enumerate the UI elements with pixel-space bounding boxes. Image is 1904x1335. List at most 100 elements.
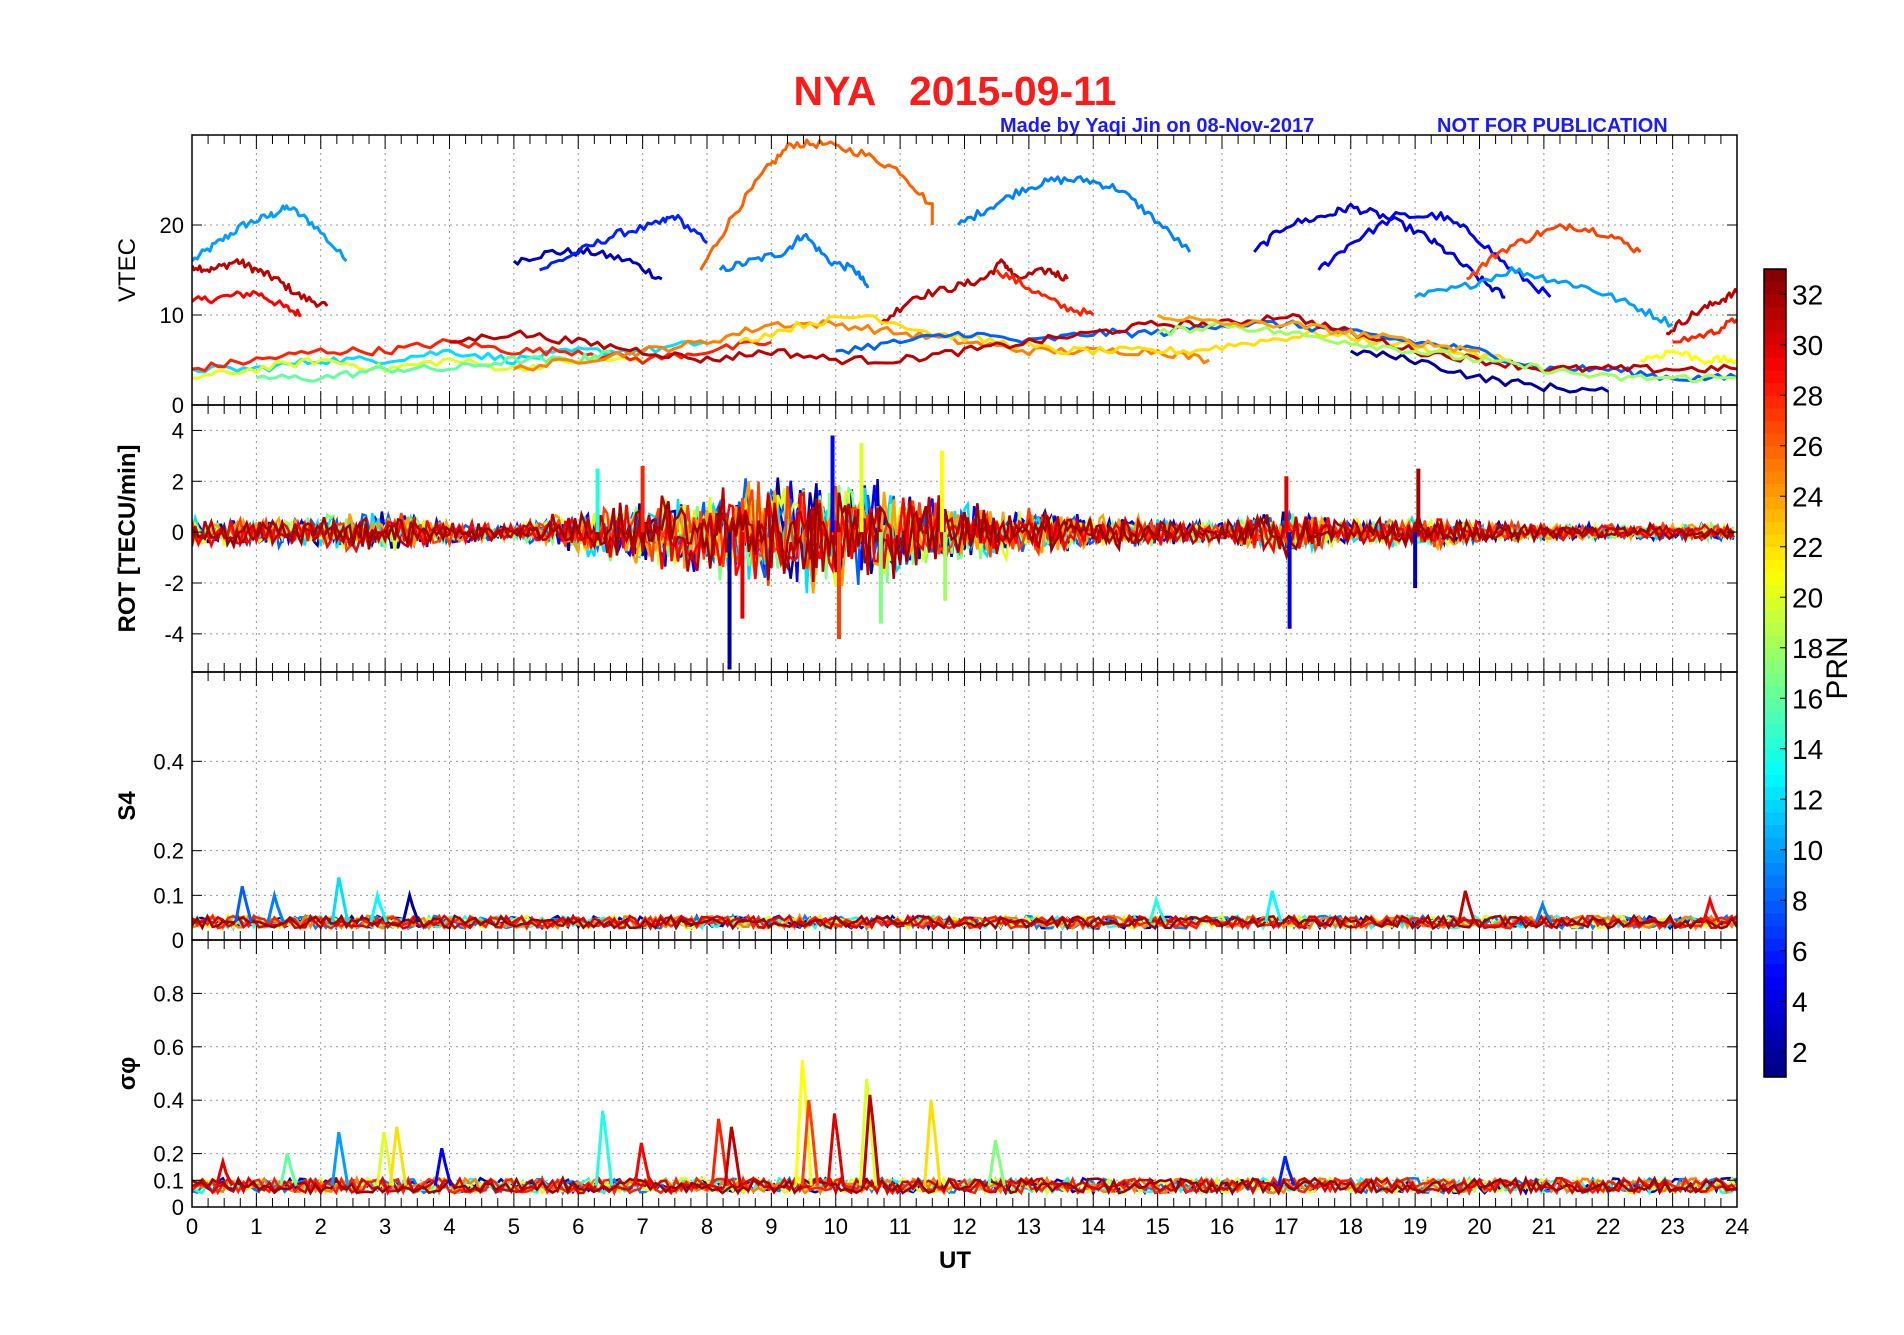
colorbar-swatch <box>1764 306 1786 321</box>
data-spike <box>401 889 421 923</box>
colorbar-tick-label: 32 <box>1792 279 1823 310</box>
series-line <box>192 492 1735 582</box>
colorbar-swatch <box>1764 748 1786 762</box>
x-tick-label: 12 <box>952 1214 976 1239</box>
data-spike <box>633 1142 652 1186</box>
y-tick-label: 0.6 <box>153 1035 184 1060</box>
series-line <box>956 175 1192 253</box>
series-line <box>1466 223 1642 281</box>
series-line <box>879 258 1069 325</box>
colorbar-swatch <box>1764 938 1786 952</box>
y-axis-label-sigma_phi: σφ <box>114 1057 141 1091</box>
y-tick-label: 0 <box>172 928 184 953</box>
colorbar-swatch <box>1764 584 1786 598</box>
x-tick-label: 20 <box>1467 1214 1491 1239</box>
colorbar-swatch <box>1764 559 1786 573</box>
colorbar-swatch <box>1764 900 1786 914</box>
x-axis-label: UT <box>939 1247 971 1274</box>
x-ticks <box>191 940 1738 1208</box>
colorbar-swatch <box>1764 382 1786 396</box>
series-line <box>835 319 1737 383</box>
colorbar-swatch <box>1764 483 1786 497</box>
data-spike <box>723 1126 742 1186</box>
colorbar-swatch <box>1764 875 1786 889</box>
y-tick-label: 0.4 <box>153 749 184 774</box>
series-line <box>539 213 709 272</box>
data-spike <box>279 1153 298 1187</box>
x-tick-label: 10 <box>824 1214 848 1239</box>
colorbar-tick-label: 22 <box>1792 532 1823 563</box>
colorbar-tick-label: 8 <box>1792 885 1808 916</box>
y-tick-label: 0.8 <box>153 981 184 1006</box>
colorbar-tick-label: 26 <box>1792 431 1823 462</box>
colorbar-tick-label: 16 <box>1792 683 1823 714</box>
data-spike <box>710 1118 730 1186</box>
data-spike <box>826 1113 845 1186</box>
colorbar-swatch <box>1764 332 1786 346</box>
series-line <box>1156 313 1480 353</box>
colorbar-swatch <box>1764 837 1786 851</box>
series-line <box>718 232 870 289</box>
data-vtec <box>192 138 1737 394</box>
x-tick-label: 13 <box>1017 1214 1041 1239</box>
x-tick-label: 8 <box>701 1214 713 1239</box>
colorbar-swatch <box>1764 660 1786 674</box>
colorbar-swatch <box>1764 849 1786 863</box>
data-spike <box>330 877 350 923</box>
x-tick-label: 6 <box>572 1214 584 1239</box>
colorbar-tick-label: 10 <box>1792 835 1823 866</box>
y-tick-label: -2 <box>164 571 184 596</box>
series-line <box>192 913 1737 931</box>
series-line <box>512 246 663 281</box>
colorbar-tick-label: 20 <box>1792 582 1823 613</box>
series-line <box>1156 321 1737 384</box>
x-tick-label: 16 <box>1210 1214 1234 1239</box>
colorbar-swatch <box>1764 370 1786 384</box>
chart-title: NYA 2015-09-11 <box>794 68 1117 114</box>
panel-rot: -4 -2 0 2 4 ROT [TECU/min] <box>114 404 1738 673</box>
series-line <box>699 138 934 271</box>
y-tick-label: 10 <box>160 303 184 328</box>
colorbar-swatch <box>1764 546 1786 560</box>
colorbar-swatch <box>1764 1013 1786 1028</box>
data-spike <box>234 886 253 923</box>
x-ticks <box>191 135 1738 406</box>
colorbar-swatch <box>1764 723 1786 737</box>
series-line <box>192 290 302 317</box>
colorbar-swatch <box>1764 496 1786 510</box>
colorbar-swatch <box>1764 445 1786 459</box>
x-tick-label: 23 <box>1660 1214 1684 1239</box>
colorbar-tick-label: 6 <box>1792 936 1808 967</box>
data-spike <box>800 1100 820 1186</box>
x-tick-label: 5 <box>508 1214 520 1239</box>
y-axis-label-rot: ROT [TECU/min] <box>114 445 141 633</box>
series-line <box>513 319 1210 372</box>
grid-s4 <box>192 672 1737 940</box>
series-line <box>1665 288 1737 336</box>
colorbar-swatch <box>1764 950 1786 964</box>
colorbar-swatch <box>1764 319 1786 333</box>
x-tick-label: 14 <box>1081 1214 1105 1239</box>
colorbar-tick-label: 2 <box>1792 1037 1808 1068</box>
colorbar-tick-label: 14 <box>1792 734 1823 765</box>
colorbar-swatch <box>1764 925 1786 939</box>
data-s4 <box>192 877 1737 932</box>
x-tick-label: 18 <box>1339 1214 1363 1239</box>
colorbar-swatch <box>1764 1051 1786 1065</box>
colorbar-swatch <box>1764 281 1786 295</box>
data-spike <box>375 1131 395 1186</box>
series-line <box>192 258 329 308</box>
y-tick-label: 0.1 <box>153 883 184 908</box>
colorbar-swatch <box>1764 344 1786 358</box>
series-line <box>995 269 1095 317</box>
colorbar-swatch <box>1764 622 1786 636</box>
y-tick-label: 20 <box>160 213 184 238</box>
colorbar-swatch <box>1764 1026 1786 1040</box>
y-tick-label: 4 <box>172 418 184 443</box>
colorbar-swatch <box>1764 799 1786 813</box>
colorbar-swatch <box>1764 1001 1786 1015</box>
colorbar-swatch <box>1764 433 1786 447</box>
x-tick-label: 17 <box>1274 1214 1298 1239</box>
colorbar-tick-label: 30 <box>1792 330 1823 361</box>
